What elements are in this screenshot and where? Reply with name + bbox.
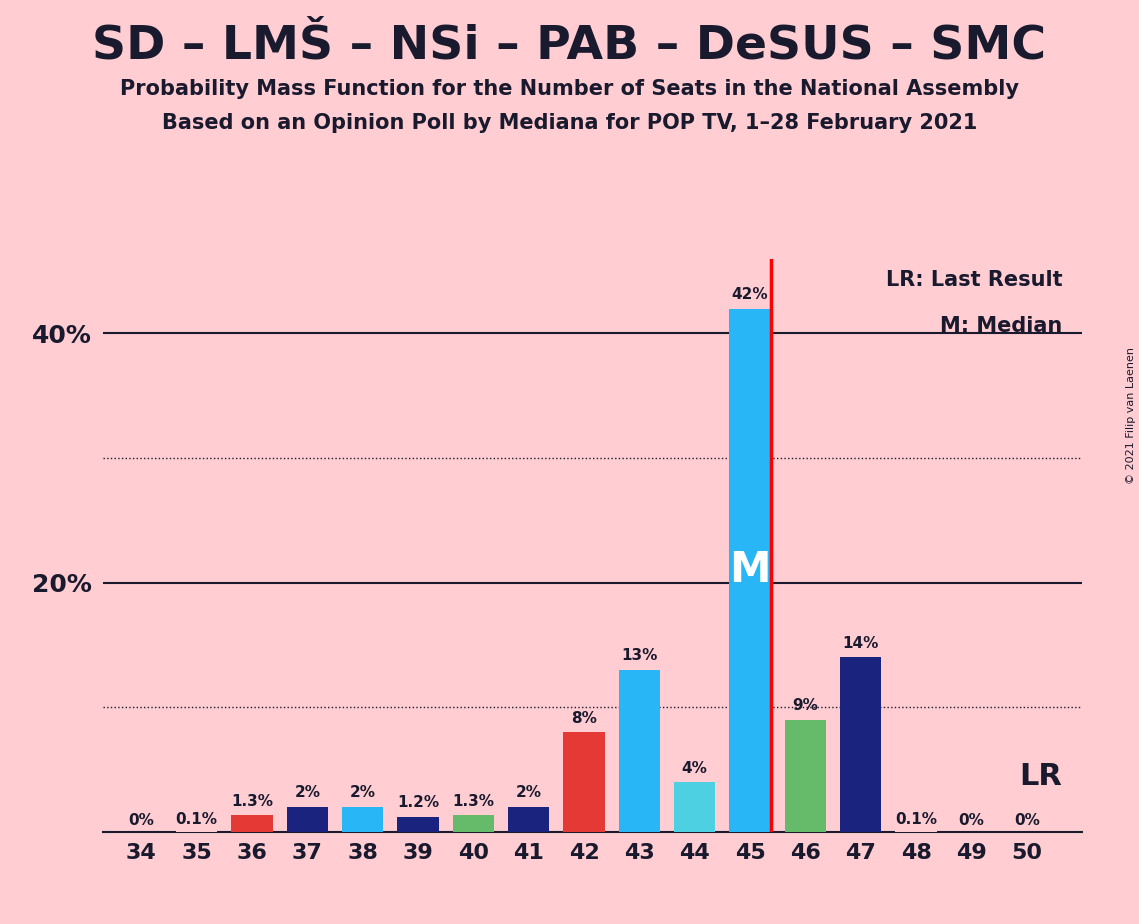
- Bar: [618, 670, 661, 832]
- Text: Probability Mass Function for the Number of Seats in the National Assembly: Probability Mass Function for the Number…: [120, 79, 1019, 99]
- Text: 0%: 0%: [129, 813, 154, 828]
- Bar: [563, 732, 605, 832]
- Text: 9%: 9%: [793, 699, 818, 713]
- Bar: [342, 807, 384, 832]
- Text: Based on an Opinion Poll by Mediana for POP TV, 1–28 February 2021: Based on an Opinion Poll by Mediana for …: [162, 113, 977, 133]
- Text: © 2021 Filip van Laenen: © 2021 Filip van Laenen: [1125, 347, 1136, 484]
- Text: SD – LMŠ – NSi – PAB – DeSUS – SMC: SD – LMŠ – NSi – PAB – DeSUS – SMC: [92, 23, 1047, 68]
- Text: LR: LR: [1019, 762, 1063, 792]
- Text: 8%: 8%: [571, 711, 597, 725]
- Text: 2%: 2%: [516, 785, 542, 800]
- Bar: [398, 817, 439, 832]
- Bar: [674, 782, 715, 832]
- Bar: [287, 807, 328, 832]
- Text: 2%: 2%: [350, 785, 376, 800]
- Bar: [839, 657, 882, 832]
- Bar: [895, 831, 936, 832]
- Text: 2%: 2%: [294, 785, 320, 800]
- Bar: [231, 815, 272, 832]
- Text: 0%: 0%: [1014, 813, 1040, 828]
- Text: 42%: 42%: [731, 287, 769, 302]
- Text: M: Median: M: Median: [940, 316, 1063, 336]
- Bar: [508, 807, 549, 832]
- Text: 4%: 4%: [682, 760, 707, 775]
- Bar: [729, 309, 771, 832]
- Text: 1.3%: 1.3%: [452, 795, 494, 809]
- Text: 0%: 0%: [958, 813, 984, 828]
- Bar: [785, 720, 826, 832]
- Bar: [452, 815, 494, 832]
- Bar: [175, 831, 218, 832]
- Text: LR: Last Result: LR: Last Result: [886, 270, 1063, 290]
- Text: 13%: 13%: [621, 649, 657, 663]
- Text: 14%: 14%: [843, 636, 879, 651]
- Text: 0.1%: 0.1%: [895, 811, 937, 827]
- Text: M: M: [729, 549, 771, 591]
- Text: 0.1%: 0.1%: [175, 811, 218, 827]
- Text: 1.3%: 1.3%: [231, 795, 273, 809]
- Text: 1.2%: 1.2%: [396, 796, 439, 810]
